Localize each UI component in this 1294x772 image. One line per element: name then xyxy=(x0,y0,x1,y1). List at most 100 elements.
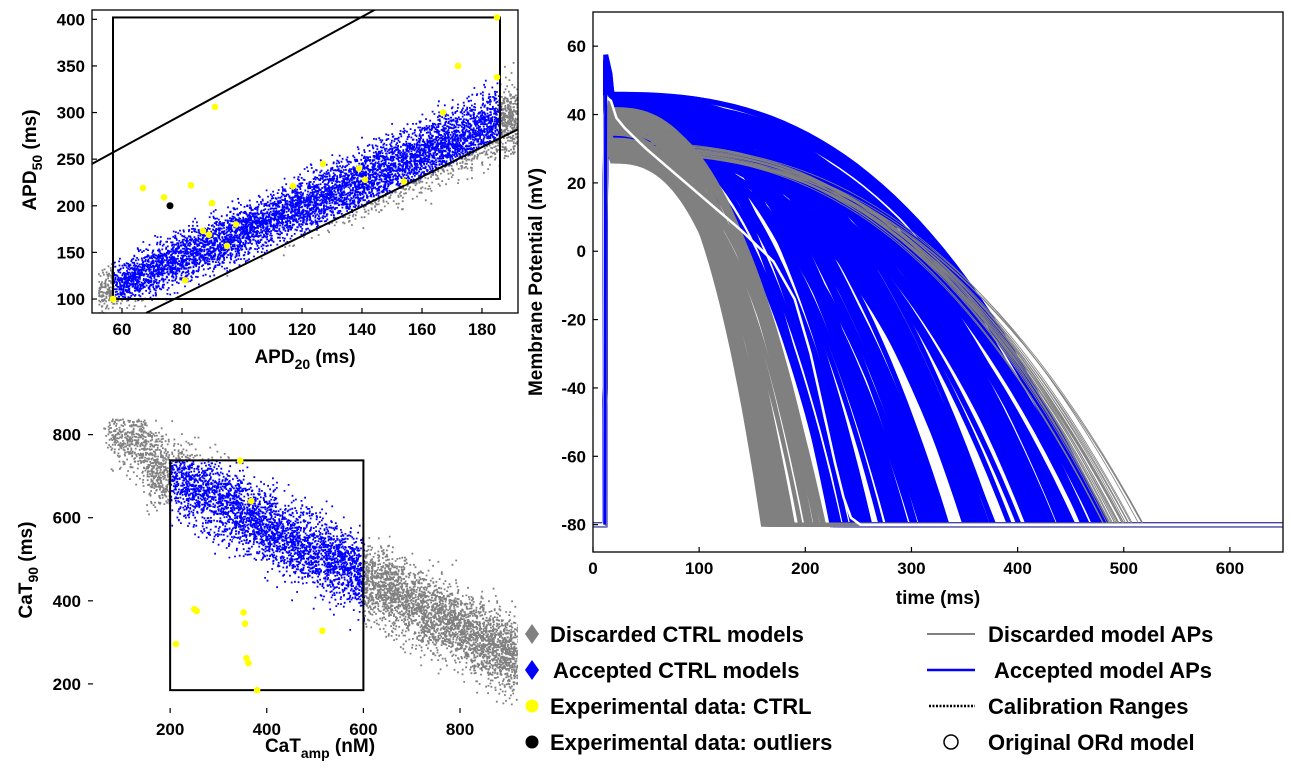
apd-calibration-overlay xyxy=(92,10,518,313)
experimental-ctrl-point xyxy=(454,62,462,70)
x-tick-label: 60 xyxy=(113,320,132,339)
apd-experimental-points xyxy=(109,14,501,303)
experimental-ctrl-point xyxy=(240,609,247,616)
accepted-model-points xyxy=(113,79,502,301)
x-tick-label: 140 xyxy=(348,320,376,339)
experimental-ctrl-point xyxy=(208,199,216,207)
x-tick-label: 180 xyxy=(468,320,496,339)
x-tick-label: 400 xyxy=(253,720,281,739)
x-tick-label: 600 xyxy=(349,720,377,739)
x-tick-label: 100 xyxy=(685,559,713,578)
experimental-ctrl-point xyxy=(361,176,369,183)
apd-x-ticks: 60 80 100 120 140 160 180 xyxy=(113,308,496,339)
discarded-ap-trace xyxy=(593,140,1283,527)
legend-item-discarded-models: Discarded CTRL models xyxy=(525,622,804,647)
y-tick-label: 350 xyxy=(57,57,85,76)
y-tick-label: 800 xyxy=(53,426,81,445)
experimental-ctrl-point xyxy=(193,607,201,615)
experimental-outlier-point xyxy=(166,202,174,210)
x-tick-label: 200 xyxy=(156,720,184,739)
experimental-ctrl-point xyxy=(319,627,326,635)
y-tick-label: 40 xyxy=(567,106,586,125)
discarded-ap-trace xyxy=(593,124,1283,527)
y-tick-label: 250 xyxy=(57,150,85,169)
legend-item-calibration-ranges: Calibration Ranges xyxy=(929,694,1188,719)
svg-text:Experimental data: CTRL: Experimental data: CTRL xyxy=(550,694,812,719)
discarded-ap-trace xyxy=(593,141,1283,526)
accepted-ap-trace xyxy=(593,69,1283,528)
discarded-ap-trace xyxy=(593,139,1283,526)
apd-y-ticks: 100 150 200 250 300 350 400 xyxy=(57,10,97,309)
accepted-ap-trace xyxy=(593,87,1283,528)
discarded-ap-trace xyxy=(593,144,1283,526)
cat-point-cloud xyxy=(103,418,518,706)
legend-item-accepted-models: Accepted CTRL models xyxy=(525,658,800,683)
experimental-ctrl-point xyxy=(223,242,231,250)
ap-trace-chart: 0 100 200 300 400 500 600 -80-60-40-200204060 … xyxy=(526,11,1284,609)
experimental-ctrl-point xyxy=(187,181,195,189)
experimental-ctrl-point xyxy=(245,659,252,667)
discarded-ap-trace xyxy=(593,135,1283,526)
y-tick-label: 400 xyxy=(57,10,85,29)
svg-text:Experimental data: outliers: Experimental data: outliers xyxy=(550,730,832,755)
ap-plot-frame xyxy=(592,11,1284,553)
x-tick-label: 600 xyxy=(1216,559,1244,578)
accepted-ap-upstroke xyxy=(603,63,611,525)
legend-item-accepted-aps: Accepted model APs xyxy=(927,658,1212,683)
open-circle-icon xyxy=(943,734,959,750)
x-tick-label: 0 xyxy=(588,559,597,578)
discarded-ap-trace xyxy=(593,138,1283,526)
cat-scatter-chart: 200 400 600 800 200 400 600 800 CaTamp (nM) Ca… xyxy=(16,418,518,761)
experimental-ctrl-point xyxy=(439,109,447,116)
ap-y-axis-label: Membrane Potential (mV) xyxy=(526,168,547,396)
black-dot-icon xyxy=(525,735,539,749)
experimental-ctrl-point xyxy=(355,165,363,172)
apd-scatter-chart: 60 80 100 120 140 160 180 100 150 200 250 300 350 40… xyxy=(20,9,519,372)
experimental-ctrl-point xyxy=(243,654,250,662)
discarded-ap-trace xyxy=(593,137,1283,526)
experimental-ctrl-point xyxy=(211,103,219,111)
x-tick-label: 200 xyxy=(791,559,819,578)
y-tick-label: -80 xyxy=(561,516,586,535)
apd-plot-frame xyxy=(91,9,519,314)
y-tick-label: 200 xyxy=(57,197,85,216)
experimental-ctrl-point xyxy=(241,620,249,627)
y-tick-label: 150 xyxy=(57,243,85,262)
discarded-ap-trace xyxy=(593,119,1283,527)
experimental-ctrl-point xyxy=(181,277,189,284)
experimental-ctrl-point xyxy=(205,231,213,238)
experimental-ctrl-point xyxy=(139,184,147,192)
svg-text:Accepted CTRL models: Accepted CTRL models xyxy=(553,658,800,683)
calibration-range-box xyxy=(169,459,365,692)
ap-x-ticks: 0 100 200 300 400 500 600 xyxy=(588,547,1244,578)
x-tick-label: 500 xyxy=(1110,559,1138,578)
y-tick-label: 60 xyxy=(567,37,586,56)
legend-item-discarded-aps: Discarded model APs xyxy=(927,622,1213,647)
experimental-ctrl-point xyxy=(248,497,255,505)
calibration-range-box xyxy=(112,16,501,301)
y-tick-label: 600 xyxy=(53,509,81,528)
legend-item-experimental-ctrl: Experimental data: CTRL xyxy=(525,694,812,719)
blue-diamond-icon xyxy=(525,660,539,680)
cat-y-ticks: 200 400 600 800 xyxy=(53,426,93,694)
experimental-ctrl-point xyxy=(400,178,408,185)
experimental-ctrl-point xyxy=(232,221,240,228)
y-tick-label: 400 xyxy=(53,592,81,611)
experimental-ctrl-point xyxy=(199,227,207,235)
apd-x-axis-label: APD20 (ms) xyxy=(254,347,355,372)
legend-item-experimental-outliers: Experimental data: outliers xyxy=(525,730,832,755)
discarded-ap-trace xyxy=(593,101,1283,527)
apd-y-axis-label: APD50 (ms) xyxy=(20,109,45,210)
discarded-ap-trace xyxy=(593,146,1283,527)
ap-y-ticks: -80 -60 -40 -20 0 20 40 60 xyxy=(561,37,598,535)
experimental-ctrl-point xyxy=(289,182,297,190)
cat-calibration-overlay xyxy=(169,459,365,692)
y-tick-label: -60 xyxy=(561,447,586,466)
calibration-range-line xyxy=(92,10,377,165)
y-tick-label: 200 xyxy=(53,675,81,694)
x-tick-label: 100 xyxy=(228,320,256,339)
accepted-model-points xyxy=(170,460,366,631)
original-ord-trace xyxy=(593,94,1283,526)
legend-item-original-ord: Original ORd model xyxy=(943,730,1195,755)
